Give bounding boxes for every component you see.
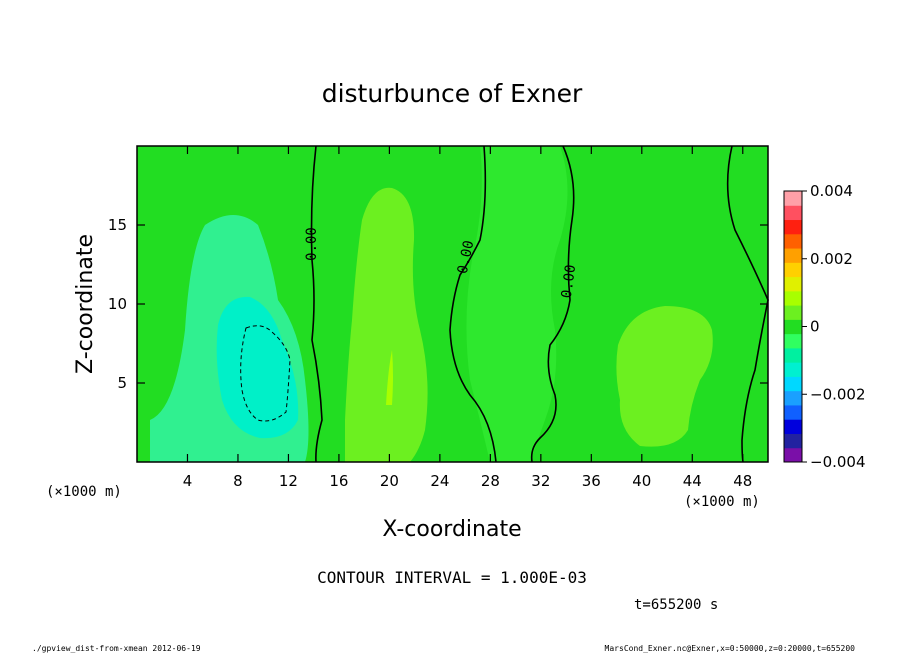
time-text: t=655200 s <box>634 597 718 613</box>
contour-interval-text: CONTOUR INTERVAL = 1.000E-03 <box>317 568 587 587</box>
x-tick-label: 4 <box>183 472 193 490</box>
colorbar-swatch <box>784 233 802 249</box>
colorbar-swatch <box>784 390 802 406</box>
x-unit-note-left: (×1000 m) <box>46 484 122 500</box>
x-tick-label: 28 <box>481 472 500 490</box>
colorbar-swatch <box>784 290 802 306</box>
x-tick-label: 40 <box>632 472 651 490</box>
contour-line-1 <box>310 145 323 463</box>
contour-line-2 <box>449 145 497 463</box>
y-axis: 5 10 15 <box>108 216 768 392</box>
colorbar-swatch <box>784 205 802 221</box>
contour-label-1: 0.00 <box>304 227 320 261</box>
x-tick-label: 36 <box>582 472 601 490</box>
region-positive-patch <box>616 306 713 447</box>
x-axis-label: X-coordinate <box>382 517 521 542</box>
x-tick-label: 44 <box>683 472 702 490</box>
y-axis-label: Z-coordinate <box>73 234 98 374</box>
colorbar-swatch <box>784 347 802 363</box>
footer-right: MarsCond_Exner.nc@Exner,x=0:50000,z=0:20… <box>605 644 856 653</box>
contour-label-3: 0.00 <box>559 264 580 300</box>
colorbar-swatch <box>784 376 802 392</box>
colorbar-tick-label: −0.004 <box>810 453 866 471</box>
region-positive-core <box>386 350 393 405</box>
contour-label-2: 0.00 <box>455 239 478 275</box>
x-tick-label: 48 <box>733 472 752 490</box>
y-tick-label: 10 <box>108 295 127 313</box>
x-axis: 4 8 12 16 20 24 28 32 36 40 44 48 <box>183 146 752 490</box>
y-tick-label: 5 <box>117 374 127 392</box>
colorbar: 0.004 0.002 0 −0.002 −0.004 <box>783 182 866 471</box>
colorbar-swatch <box>784 191 802 206</box>
colorbar-swatch <box>784 419 802 434</box>
x-tick-label: 8 <box>233 472 243 490</box>
colorbar-tick-label: 0.004 <box>810 182 853 200</box>
colorbar-swatch <box>784 248 802 263</box>
colorbar-swatch <box>784 404 802 420</box>
footer-left: ./gpview_dist-from-xmean 2012-06-19 <box>32 644 201 653</box>
chart-title: disturbunce of Exner <box>322 79 583 108</box>
colorbar-tick-label: −0.002 <box>810 385 866 403</box>
colorbar-swatch <box>784 447 802 463</box>
region-positive-band <box>345 187 428 462</box>
colorbar-swatch <box>784 333 802 349</box>
colorbar-tick-label: 0.002 <box>810 250 853 268</box>
colorbar-swatch <box>784 319 802 335</box>
contour-line-negative <box>240 325 291 422</box>
colorbar-swatch <box>784 433 802 449</box>
x-tick-label: 24 <box>430 472 449 490</box>
contour-line-4 <box>726 145 769 463</box>
colorbar-swatch <box>784 305 802 320</box>
x-tick-label: 16 <box>329 472 348 490</box>
region-right-green <box>466 146 568 462</box>
plot-area: 0.00 0.00 0.00 <box>136 145 769 463</box>
contour-line-3 <box>530 145 575 463</box>
x-tick-label: 12 <box>279 472 298 490</box>
x-tick-label: 32 <box>531 472 550 490</box>
x-tick-label: 20 <box>380 472 399 490</box>
colorbar-swatch <box>784 362 802 377</box>
x-unit-note-right: (×1000 m) <box>684 494 760 510</box>
region-negative-core <box>216 296 299 439</box>
colorbar-swatch <box>784 276 802 292</box>
y-tick-label: 15 <box>108 216 127 234</box>
colorbar-tick-label: 0 <box>810 318 820 336</box>
colorbar-swatch <box>784 262 802 278</box>
colorbar-swatch <box>784 219 802 235</box>
